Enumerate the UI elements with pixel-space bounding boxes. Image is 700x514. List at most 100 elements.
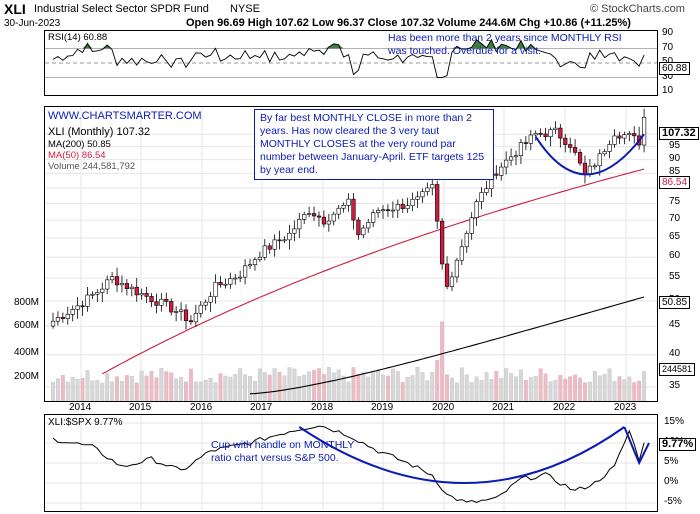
ratio-tag: 9.77% xyxy=(659,438,697,451)
exchange: NYSE xyxy=(230,3,260,15)
x-tick-2017: 2017 xyxy=(250,402,273,413)
volume-bar xyxy=(632,382,637,401)
candle-body xyxy=(129,286,134,289)
candle-body xyxy=(178,309,184,312)
candle-body xyxy=(469,217,474,234)
candle-body xyxy=(513,155,519,158)
volume-bar xyxy=(55,378,60,401)
candle-body xyxy=(287,232,292,241)
volume-bar xyxy=(376,370,381,401)
candle-body xyxy=(592,165,597,168)
volume-bar xyxy=(159,367,164,401)
volume-bar xyxy=(440,321,445,401)
volume-bar xyxy=(385,375,390,401)
volume-bar xyxy=(435,360,440,401)
volume-bar xyxy=(587,381,592,401)
volume-bar xyxy=(90,380,95,401)
candle-body xyxy=(380,209,386,212)
candle-body xyxy=(105,279,110,290)
volume-bar xyxy=(509,373,514,401)
volume-bar xyxy=(287,367,292,401)
candle-body xyxy=(508,156,514,161)
candle-body xyxy=(164,298,169,302)
volume-bar xyxy=(450,377,454,401)
candle-body xyxy=(228,278,233,285)
candle-body xyxy=(454,259,460,278)
candle-body xyxy=(582,162,588,175)
ratio-tick-15%: 15% xyxy=(664,416,685,427)
candle-body xyxy=(577,152,583,164)
legend-ma200: MA(200) 50.85 xyxy=(48,139,111,150)
volume-bar xyxy=(326,367,331,401)
volume-bar xyxy=(405,376,410,401)
candle-body xyxy=(435,184,440,222)
volume-bar xyxy=(213,382,218,401)
volume-bar xyxy=(568,376,573,401)
ratio-chart xyxy=(45,415,657,511)
candle-body xyxy=(277,239,282,242)
candle-body xyxy=(242,265,248,278)
price-chart xyxy=(45,107,657,401)
candle-body xyxy=(119,283,125,286)
volume-bar xyxy=(523,379,528,401)
volume-bar xyxy=(321,374,326,401)
volume-bar xyxy=(292,368,297,401)
volume-bar xyxy=(336,369,341,401)
volume-bar xyxy=(129,376,134,401)
rsi-tick-50: 50 xyxy=(662,56,673,67)
candle-body xyxy=(75,305,80,310)
candle-body xyxy=(405,205,410,209)
volume-bar xyxy=(203,379,208,401)
candle-body xyxy=(361,227,366,236)
candle-body xyxy=(617,135,622,139)
volume-bar xyxy=(80,378,85,401)
candle-body xyxy=(390,209,395,212)
ratio-annotation: Cup with handle on MONTHLY ratio chart v… xyxy=(211,439,355,464)
volume-bar xyxy=(174,378,179,401)
volume-bar xyxy=(420,372,425,401)
rsi-tick-10: 10 xyxy=(662,85,674,96)
ma50-line xyxy=(102,168,645,375)
candle-body xyxy=(573,147,578,153)
volume-bar xyxy=(597,375,602,401)
candle-body xyxy=(203,301,208,306)
volume-bar xyxy=(95,380,100,401)
ma200-line xyxy=(249,296,645,395)
candle-body xyxy=(311,213,317,217)
volume-bar xyxy=(366,376,371,401)
candle-body xyxy=(553,127,558,130)
candle-body xyxy=(110,276,115,281)
volume-bar xyxy=(474,376,479,401)
candle-body xyxy=(351,198,356,221)
volume-bar xyxy=(144,375,149,401)
rsi-annotation: Has been more than 2 years since MONTHLY… xyxy=(388,32,622,57)
volume-bar xyxy=(139,370,144,401)
volume-bar xyxy=(573,374,578,401)
candle-body xyxy=(420,191,425,198)
price-tick-55: 55 xyxy=(669,271,681,283)
volume-bar xyxy=(425,380,430,401)
volume-bar xyxy=(494,371,499,401)
x-tick-2014: 2014 xyxy=(69,402,92,413)
candle-body xyxy=(346,198,351,206)
x-tick-2015: 2015 xyxy=(129,402,152,413)
candle-body xyxy=(85,294,90,307)
volume-bar xyxy=(243,374,248,401)
volume-bar xyxy=(637,380,642,401)
candle-body xyxy=(134,286,139,296)
volume-bar xyxy=(390,368,395,401)
candle-body xyxy=(321,216,327,225)
candle-body xyxy=(612,135,617,145)
candle-body xyxy=(307,213,312,215)
volume-bar xyxy=(228,376,233,401)
candle-body xyxy=(568,144,573,148)
candle-body xyxy=(169,301,174,313)
volume-bar xyxy=(445,374,449,401)
volume-tick-400M: 400M xyxy=(14,347,40,358)
candle-body xyxy=(533,133,538,136)
volume-tick-600M: 600M xyxy=(14,320,40,331)
volume-bar xyxy=(381,374,385,401)
x-tick-2021: 2021 xyxy=(492,402,515,413)
candle-body xyxy=(375,210,381,213)
candle-body xyxy=(252,259,258,265)
